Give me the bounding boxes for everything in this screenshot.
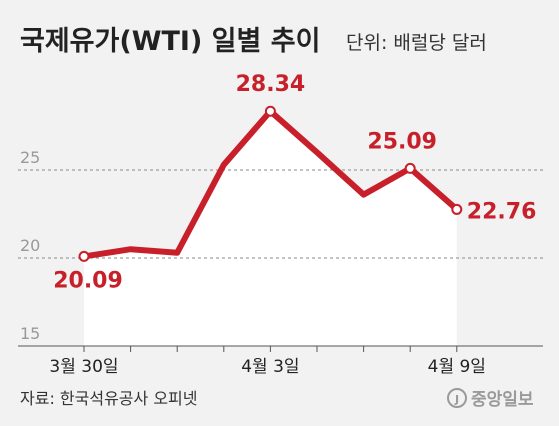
y-tick-label: 20 bbox=[20, 236, 40, 255]
data-point-marker bbox=[451, 203, 463, 215]
data-label: 28.34 bbox=[236, 72, 306, 97]
area-fill bbox=[84, 111, 457, 346]
data-label: 20.09 bbox=[53, 268, 123, 293]
data-label: 25.09 bbox=[367, 129, 437, 154]
data-label: 22.76 bbox=[467, 199, 537, 224]
unit-label: 단위: 배럴당 달러 bbox=[346, 32, 487, 54]
data-point-marker bbox=[264, 105, 276, 117]
source-note: 자료: 한국석유공사 오피넷 bbox=[20, 389, 197, 408]
x-tick-label: 3월 30일 bbox=[49, 357, 118, 377]
publisher-logo-text: 중앙일보 bbox=[471, 390, 534, 410]
x-tick-label: 4월 3일 bbox=[241, 357, 299, 377]
x-tick-label: 4월 9일 bbox=[428, 357, 486, 377]
data-point-marker bbox=[78, 250, 90, 262]
publisher-logo-mark-letter: J bbox=[454, 393, 459, 406]
y-tick-label: 25 bbox=[20, 148, 40, 167]
chart-title: 국제유가(WTI) 일별 추이 bbox=[20, 26, 320, 57]
y-tick-label: 15 bbox=[20, 324, 40, 343]
plot-layer: 15 20 25 3월 30일 4월 3일 4월 9일 20.09 28.34 25.09 22.… bbox=[18, 72, 543, 377]
publisher-logo: J 중앙일보 bbox=[447, 388, 534, 410]
publisher-logo-mark bbox=[447, 388, 467, 408]
data-point-marker bbox=[404, 162, 416, 174]
